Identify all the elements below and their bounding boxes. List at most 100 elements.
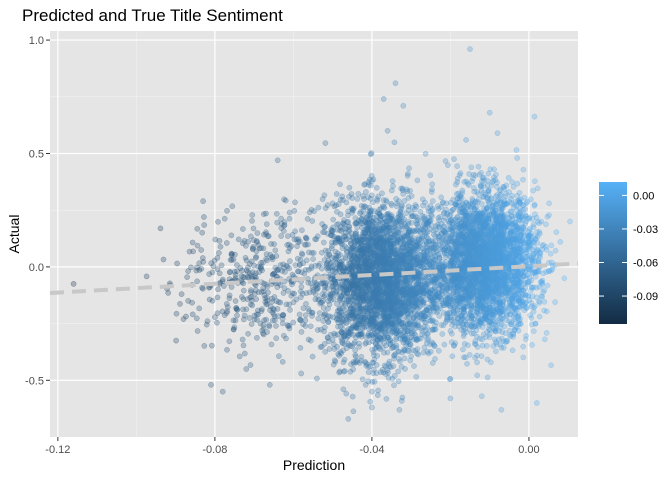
- data-point: [358, 333, 365, 340]
- data-point: [388, 212, 395, 219]
- data-point: [341, 268, 348, 275]
- data-point: [379, 190, 385, 197]
- data-point: [365, 244, 372, 250]
- grid-minor: [50, 31, 578, 437]
- data-point: [350, 205, 357, 212]
- data-point: [378, 292, 385, 298]
- data-point: [365, 364, 372, 370]
- data-point: [390, 363, 397, 369]
- data-point: [531, 328, 537, 335]
- data-point: [342, 331, 349, 338]
- data-point: [297, 344, 304, 351]
- data-point: [451, 156, 457, 162]
- data-point: [322, 348, 329, 355]
- data-point: [373, 184, 380, 191]
- data-point: [322, 205, 329, 211]
- data-point: [427, 203, 434, 209]
- data-point: [354, 288, 360, 295]
- data-point: [371, 228, 377, 234]
- data-point: [347, 251, 354, 258]
- data-point: [408, 210, 415, 217]
- data-point: [371, 214, 377, 221]
- data-point: [365, 194, 371, 201]
- data-point: [398, 320, 405, 327]
- data-point: [363, 339, 369, 346]
- data-point: [425, 335, 432, 342]
- data-point: [429, 186, 435, 193]
- data-point: [337, 197, 344, 203]
- data-point: [544, 213, 551, 220]
- data-point: [335, 253, 342, 260]
- data-point: [307, 323, 314, 330]
- data-point: [352, 266, 359, 273]
- data-point: [502, 193, 509, 200]
- data-point: [405, 203, 412, 210]
- data-point: [394, 219, 401, 225]
- data-point: [509, 347, 516, 354]
- data-point: [388, 345, 395, 352]
- data-point: [322, 223, 328, 230]
- data-point: [407, 233, 413, 239]
- data-point: [359, 264, 366, 271]
- data-point: [368, 150, 375, 156]
- data-point: [353, 259, 360, 265]
- data-point: [441, 341, 448, 348]
- data-point: [315, 315, 322, 322]
- data-point: [391, 139, 398, 146]
- data-point: [278, 233, 285, 239]
- data-point: [407, 187, 413, 194]
- data-point: [334, 301, 340, 307]
- data-point: [351, 360, 357, 367]
- data-point: [386, 314, 393, 321]
- data-point: [352, 352, 359, 358]
- data-point: [424, 330, 431, 337]
- data-point: [420, 349, 427, 356]
- data-point: [356, 360, 363, 366]
- data-point: [381, 349, 387, 356]
- data-point: [407, 301, 413, 308]
- data-point: [363, 189, 369, 195]
- data-point: [475, 163, 482, 170]
- data-point: [309, 218, 316, 224]
- data-point: [346, 223, 353, 230]
- data-point: [484, 374, 491, 381]
- data-point: [321, 287, 328, 294]
- data-point: [544, 282, 551, 289]
- data-point: [389, 178, 396, 184]
- data-point: [367, 251, 374, 257]
- data-point: [541, 287, 548, 294]
- data-point: [376, 234, 383, 241]
- data-point: [331, 346, 338, 352]
- data-point: [372, 277, 379, 284]
- data-points: [70, 46, 573, 422]
- data-point: [366, 220, 373, 227]
- data-point: [395, 368, 401, 375]
- data-point: [340, 326, 346, 333]
- data-point: [509, 179, 516, 185]
- data-point: [468, 164, 475, 171]
- data-point: [367, 300, 373, 307]
- data-point: [320, 305, 327, 311]
- data-point: [406, 319, 413, 326]
- data-point: [365, 330, 372, 337]
- data-point: [416, 314, 422, 321]
- data-point: [354, 196, 361, 202]
- data-point: [359, 213, 366, 220]
- data-point: [380, 197, 387, 203]
- data-point: [296, 311, 303, 318]
- data-point: [342, 254, 349, 260]
- data-point: [419, 196, 426, 203]
- data-point: [327, 331, 334, 338]
- data-point: [350, 408, 357, 415]
- data-point: [330, 227, 336, 234]
- data-point: [360, 310, 366, 317]
- data-point: [381, 224, 387, 231]
- data-point: [356, 321, 363, 328]
- data-point: [383, 396, 390, 402]
- data-point: [369, 359, 376, 366]
- data-point: [337, 297, 343, 303]
- data-point: [388, 328, 395, 334]
- data-point: [325, 318, 332, 325]
- data-point: [366, 326, 372, 332]
- data-point: [386, 358, 393, 365]
